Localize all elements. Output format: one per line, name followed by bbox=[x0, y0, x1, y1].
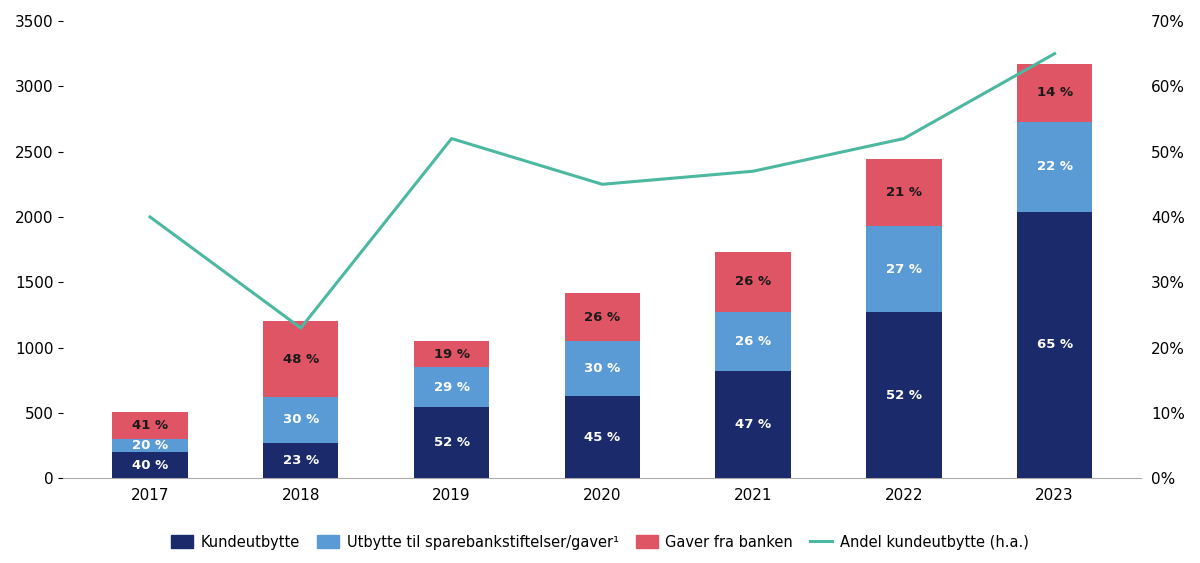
Text: 52 %: 52 % bbox=[886, 389, 922, 402]
Bar bbox=[113, 412, 187, 439]
Bar bbox=[715, 252, 791, 312]
Text: 65 %: 65 % bbox=[1037, 338, 1073, 351]
Text: 41 %: 41 % bbox=[132, 419, 168, 432]
Bar bbox=[565, 293, 640, 341]
Text: 30 %: 30 % bbox=[584, 362, 620, 375]
Bar bbox=[414, 367, 490, 407]
Text: 40 %: 40 % bbox=[132, 459, 168, 472]
Legend: Kundeutbytte, Utbytte til sparebankstiftelser/gaver¹, Gaver fra banken, Andel ku: Kundeutbytte, Utbytte til sparebankstift… bbox=[166, 529, 1034, 556]
Bar bbox=[1016, 64, 1092, 122]
Text: 20 %: 20 % bbox=[132, 439, 168, 452]
Text: 21 %: 21 % bbox=[886, 186, 922, 199]
Text: 22 %: 22 % bbox=[1037, 160, 1073, 173]
Text: 26 %: 26 % bbox=[736, 335, 772, 348]
Text: 14 %: 14 % bbox=[1037, 86, 1073, 99]
Text: 26 %: 26 % bbox=[736, 275, 772, 288]
Text: 19 %: 19 % bbox=[433, 347, 469, 361]
Bar bbox=[414, 407, 490, 478]
Bar bbox=[113, 439, 187, 452]
Bar bbox=[715, 312, 791, 371]
Text: 30 %: 30 % bbox=[283, 413, 319, 426]
Bar bbox=[1016, 122, 1092, 212]
Bar bbox=[565, 396, 640, 478]
Bar bbox=[263, 321, 338, 396]
Bar bbox=[1016, 212, 1092, 478]
Text: 47 %: 47 % bbox=[736, 418, 772, 431]
Bar bbox=[113, 452, 187, 478]
Text: 26 %: 26 % bbox=[584, 311, 620, 324]
Text: 45 %: 45 % bbox=[584, 431, 620, 444]
Bar bbox=[263, 396, 338, 443]
Text: 29 %: 29 % bbox=[433, 381, 469, 394]
Text: 23 %: 23 % bbox=[283, 454, 319, 467]
Bar bbox=[263, 443, 338, 478]
Text: 52 %: 52 % bbox=[433, 436, 469, 449]
Text: 48 %: 48 % bbox=[283, 352, 319, 365]
Bar bbox=[715, 371, 791, 478]
Bar bbox=[414, 341, 490, 367]
Bar bbox=[565, 341, 640, 396]
Bar bbox=[866, 312, 942, 478]
Bar bbox=[866, 226, 942, 312]
Text: 27 %: 27 % bbox=[886, 263, 922, 276]
Bar bbox=[866, 159, 942, 226]
